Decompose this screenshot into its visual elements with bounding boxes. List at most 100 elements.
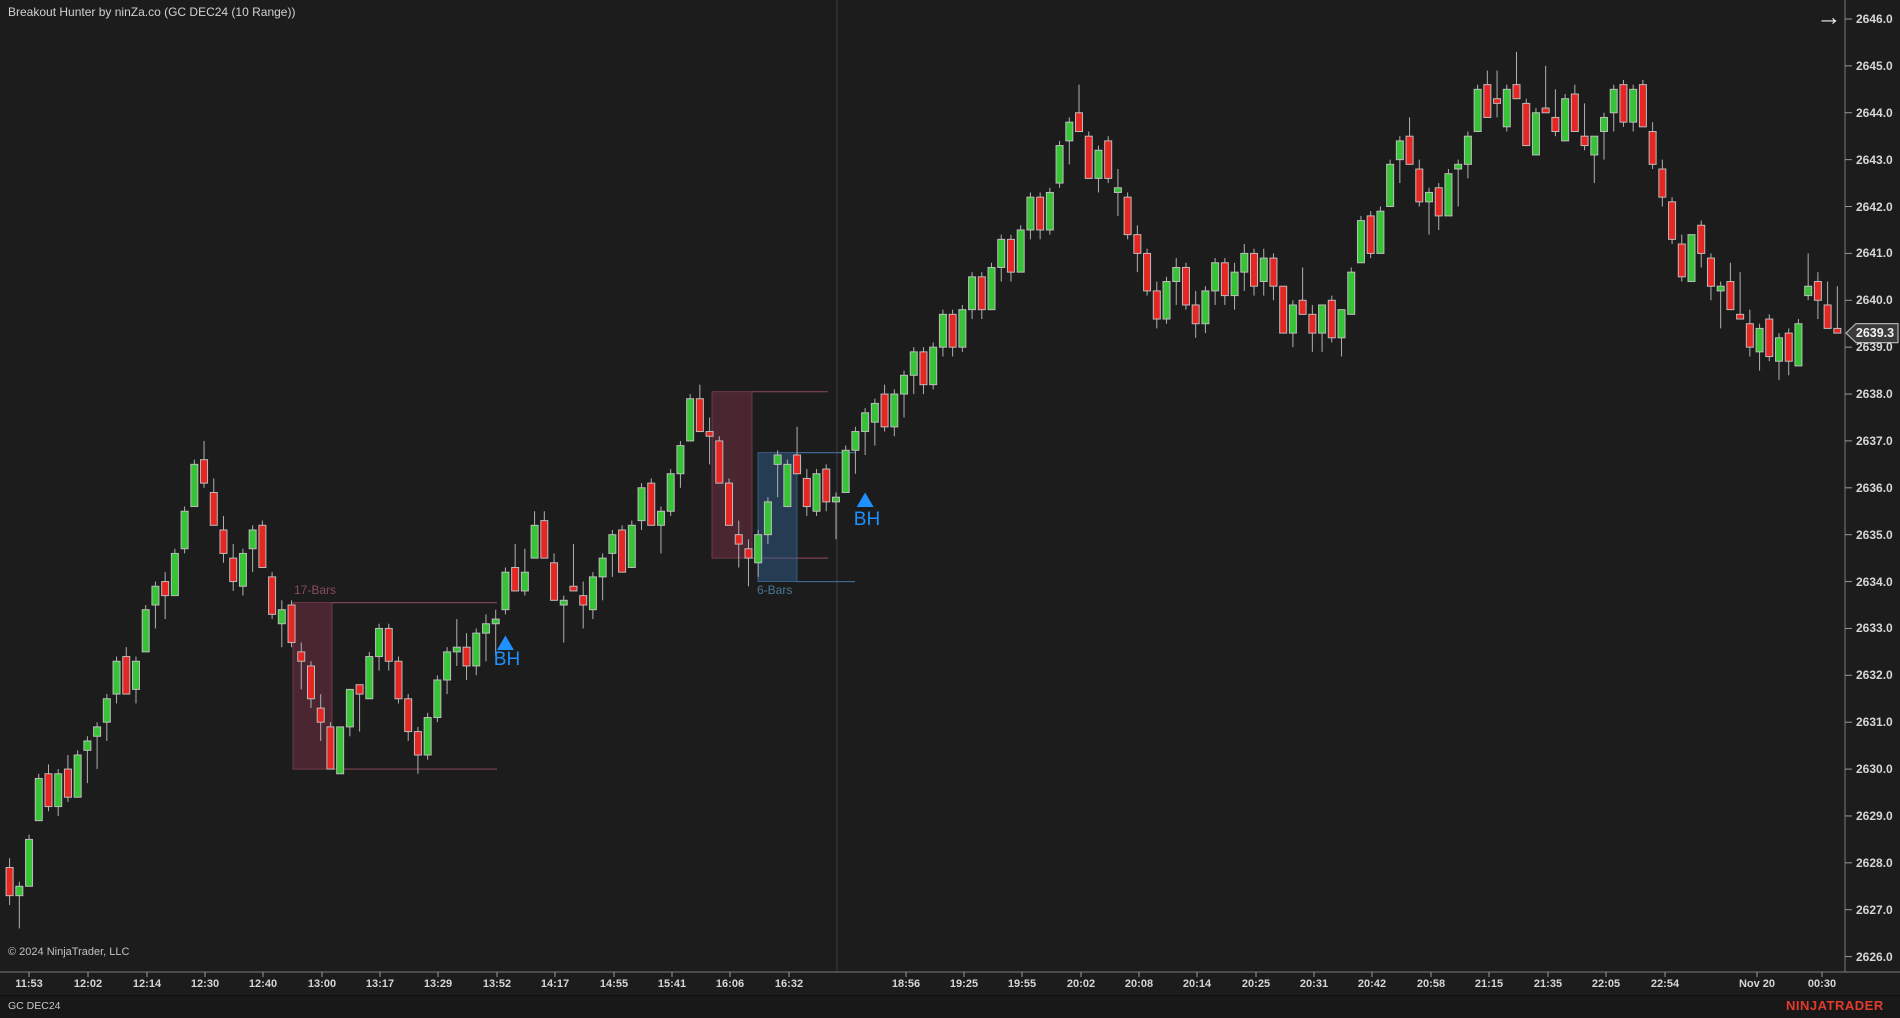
- candle-body: [1668, 201, 1677, 240]
- candle-body: [102, 698, 111, 723]
- candle-body: [384, 627, 393, 662]
- candle-body: [569, 585, 578, 592]
- candle-body: [1697, 224, 1706, 254]
- price-axis-label: 2633.0: [1856, 621, 1893, 636]
- time-axis-label: 19:55: [1007, 978, 1037, 990]
- go-to-latest-arrow-icon[interactable]: →: [1816, 3, 1842, 31]
- candle-body: [25, 838, 34, 887]
- candle-body: [618, 529, 627, 573]
- time-axis-label: Nov 20: [1738, 978, 1776, 990]
- candle-body: [1541, 107, 1550, 114]
- candle-body: [190, 463, 199, 508]
- price-axis-label: 2646.0: [1856, 12, 1893, 26]
- candle-body: [550, 562, 559, 601]
- candle-body: [1327, 299, 1336, 339]
- candle-body: [491, 618, 500, 625]
- candle-body: [1123, 196, 1132, 236]
- candle-body: [258, 524, 267, 568]
- price-axis-label: 2629.0: [1856, 808, 1893, 823]
- time-axis-label: 16:06: [715, 978, 745, 990]
- candle-body: [695, 398, 704, 433]
- candle-body: [1045, 191, 1054, 231]
- candle-body: [1356, 220, 1365, 264]
- price-axis-label: 2626.0: [1856, 949, 1893, 964]
- candle-body: [1716, 285, 1725, 292]
- pattern-bars-count-label: 6-Bars: [757, 583, 793, 597]
- candle-body: [637, 487, 646, 522]
- candle-body: [1804, 285, 1813, 297]
- candle-body: [1658, 168, 1667, 198]
- candle-body: [997, 238, 1006, 268]
- candle-body: [423, 717, 432, 756]
- candle-body: [1483, 84, 1492, 118]
- candle-body: [306, 665, 315, 700]
- candle-body: [15, 885, 24, 897]
- candle-body: [598, 557, 607, 578]
- candle-body: [151, 585, 160, 606]
- candle-body: [1580, 135, 1589, 147]
- candle-body: [890, 393, 899, 428]
- candle-body: [1726, 281, 1735, 311]
- candle-body: [968, 276, 977, 311]
- candle-body: [734, 534, 743, 545]
- candle-body: [909, 351, 918, 376]
- current-price-tag: 2639.3: [1855, 325, 1895, 340]
- candle-body: [180, 510, 189, 550]
- candle-body: [1240, 252, 1249, 273]
- candle-body: [1152, 290, 1161, 320]
- candle-body: [326, 726, 335, 770]
- candle-body: [977, 276, 986, 311]
- price-axis-label: 2634.0: [1856, 574, 1893, 589]
- candle-body: [287, 604, 296, 644]
- candle-body: [919, 351, 928, 386]
- candle-body: [1638, 84, 1647, 128]
- candle-body: [1366, 215, 1375, 254]
- candle-body: [1531, 112, 1540, 156]
- time-axis-label: 20:25: [1241, 978, 1271, 990]
- candle-body: [1162, 281, 1171, 320]
- candle-body: [1084, 135, 1093, 179]
- candle-body: [608, 534, 617, 554]
- candle-body: [812, 473, 821, 512]
- pattern-bars-count-label: 17-Bars: [294, 583, 337, 597]
- candle-body: [297, 651, 306, 662]
- candle-body: [1794, 323, 1803, 367]
- candle-body: [1415, 168, 1424, 203]
- ninjatrader-logo: NINJATRADER: [1786, 998, 1884, 1013]
- candle-body: [1230, 271, 1239, 297]
- candle-body: [472, 632, 481, 667]
- candle-body: [1561, 98, 1570, 142]
- candle-body: [1220, 262, 1229, 297]
- candle-body: [579, 595, 588, 606]
- candle-body: [1269, 257, 1278, 287]
- time-axis-label: 12:14: [132, 978, 162, 990]
- candle-body: [1813, 281, 1822, 301]
- candle-body: [647, 482, 656, 526]
- price-axis-label: 2639.0: [1856, 340, 1893, 355]
- breakout-hunter-signal-label: BH: [493, 649, 521, 670]
- candle-body: [443, 651, 452, 681]
- price-axis-label: 2645.0: [1856, 58, 1893, 73]
- candle-body: [1551, 116, 1560, 133]
- time-axis-label: 16:32: [774, 978, 804, 990]
- candle-body: [540, 520, 549, 559]
- time-axis-label: 12:30: [190, 978, 220, 990]
- candle-body: [1706, 257, 1715, 287]
- candle-body: [520, 571, 529, 592]
- candle-body: [627, 524, 636, 568]
- candle-body: [316, 707, 325, 723]
- time-axis-label: 14:17: [540, 978, 570, 990]
- time-axis-label: 20:02: [1066, 978, 1096, 990]
- candle-body: [394, 660, 403, 700]
- candle-body: [1113, 187, 1122, 193]
- candle-body: [131, 660, 140, 690]
- candle-body: [1434, 187, 1443, 217]
- candle-body: [1026, 196, 1035, 231]
- time-axis-label: 13:29: [423, 978, 453, 990]
- tab-gc-dec24[interactable]: GC DEC24: [8, 1000, 61, 1012]
- candle-body: [1619, 84, 1628, 123]
- time-axis-label: 20:31: [1299, 978, 1329, 990]
- breakout-signal-triangle-icon: [856, 492, 874, 507]
